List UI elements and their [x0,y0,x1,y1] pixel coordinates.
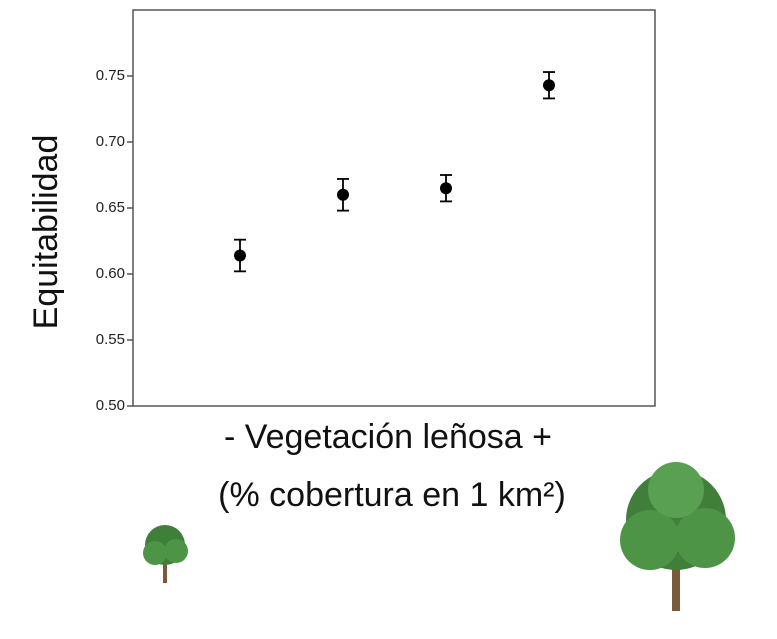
y-tick-label: 0.70 [96,133,125,150]
point [543,79,555,92]
point [234,249,246,262]
y-tick-label: 0.50 [96,397,125,414]
point [440,182,452,195]
x-axis-label: - Vegetación leñosa + [224,418,552,456]
plot-frame [132,9,656,407]
point [337,188,349,201]
x-axis-label: (% cobertura en 1 km²) [218,476,566,514]
y-tick-label: 0.60 [96,265,125,282]
y-axis-label: Equitabilidad [27,135,65,330]
tree-icon-small [143,525,188,583]
y-tick-label: 0.75 [96,67,125,84]
y-tick-label: 0.55 [96,331,125,348]
y-tick-label: 0.65 [96,199,125,216]
tree-icon-large [620,462,735,611]
